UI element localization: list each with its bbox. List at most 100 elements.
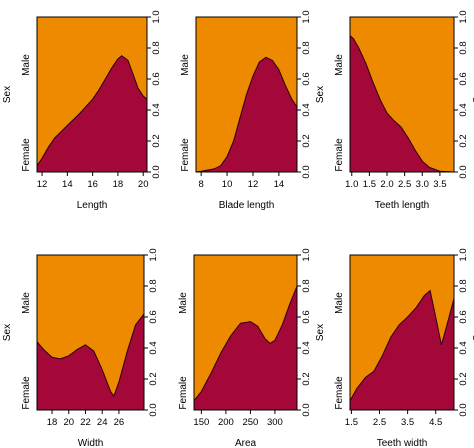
female-category-label: Female (180, 138, 191, 172)
y-tick-label: 0.4 (458, 341, 469, 354)
y-axis-label: Sex (315, 86, 326, 103)
female-category-label: Female (178, 376, 189, 410)
male-category-label: Male (180, 54, 191, 76)
x-tick-label: 200 (218, 417, 234, 428)
female-region (350, 35, 454, 172)
density-boundary-line (349, 35, 455, 173)
y-tick-label: 1.0 (301, 10, 312, 23)
female-region (37, 313, 144, 410)
x-tick-label: 4.5 (429, 417, 442, 428)
female-region (37, 55, 147, 172)
x-axis-label: Teeth width (377, 438, 428, 448)
y-tick-label: 0.0 (148, 403, 159, 416)
y-axis-label: Sex (2, 86, 13, 103)
y-tick-label: 0.2 (458, 134, 469, 147)
x-tick-label: 18 (113, 179, 124, 190)
y-tick-label: 0.0 (458, 403, 469, 416)
y-tick-label: 0.8 (458, 279, 469, 292)
plot-frame (349, 16, 455, 173)
x-tick-label: 2.5 (398, 179, 411, 190)
y-tick-label: 0.6 (301, 72, 312, 85)
x-tick-label: 22 (80, 417, 91, 428)
y-axis-label: Sex (2, 324, 13, 341)
x-tick-label: 8 (199, 179, 204, 190)
density-boundary-line (195, 56, 298, 173)
male-category-label: Male (178, 292, 189, 314)
plot-frame (349, 254, 455, 411)
panel-4: 18 20 22 24 26 Width 0.0 0.2 0.4 0.6 0.8 1.0 Female M… (2, 248, 159, 448)
y-tick-label: 0.0 (151, 165, 162, 178)
female-region (350, 290, 454, 410)
y-tick-label: 0.8 (151, 41, 162, 54)
x-axis-label: Blade length (219, 200, 275, 211)
x-tick-label: 150 (193, 417, 209, 428)
y-tick-label: 0.8 (301, 279, 312, 292)
panel-1: 12 14 16 18 20 Length 0.0 0.2 0.4 0.6 0.8 1.0 Female… (2, 10, 162, 211)
x-tick-label: 12 (248, 179, 259, 190)
x-tick-label: 3.0 (416, 179, 429, 190)
density-boundary-line (36, 313, 145, 398)
x-tick-label: 2.5 (373, 417, 386, 428)
x-tick-label: 300 (267, 417, 283, 428)
y-tick-label: 0.4 (301, 341, 312, 354)
y-tick-label: 0.0 (301, 165, 312, 178)
x-tick-label: 12 (37, 179, 48, 190)
panel-5: 150 200 250 300 Area 0.0 0.2 0.4 0.6 0.8 1.0 Female… (178, 248, 326, 448)
x-tick-label: 14 (274, 179, 285, 190)
plot-frame (195, 16, 298, 173)
male-category-label: Male (21, 292, 32, 314)
y-tick-label: 0.2 (301, 372, 312, 385)
y-tick-label: 1.0 (151, 10, 162, 23)
x-axis-label: Length (77, 200, 108, 211)
y-tick-label: 0.6 (458, 72, 469, 85)
plot-frame (36, 16, 148, 173)
density-boundary-line (36, 55, 148, 167)
y-tick-label: 0.2 (458, 372, 469, 385)
y-tick-label: 0.4 (458, 103, 469, 116)
y-tick-label: 0.6 (301, 310, 312, 323)
y-tick-label: 0.8 (301, 41, 312, 54)
x-axis-label: Width (78, 438, 104, 448)
y-tick-label: 1.0 (148, 248, 159, 261)
x-tick-label: 1.5 (345, 417, 358, 428)
x-tick-label: 16 (87, 179, 98, 190)
male-category-label: Male (21, 54, 32, 76)
y-tick-label: 1.0 (301, 248, 312, 261)
y-tick-label: 0.6 (151, 72, 162, 85)
y-tick-label: 0.4 (148, 341, 159, 354)
x-tick-label: 250 (242, 417, 258, 428)
x-tick-label: 26 (114, 417, 125, 428)
y-axis-label: Sex (315, 324, 326, 341)
panel-2: 8 10 12 14 Blade length 0.0 0.2 0.4 0.6 0.8 1.0 Fem… (180, 10, 326, 211)
y-tick-label: 0.0 (301, 403, 312, 416)
y-axis-label: Sex (472, 86, 474, 103)
y-tick-label: 0.2 (151, 134, 162, 147)
y-axis-label: Sex (472, 324, 474, 341)
y-tick-label: 1.0 (458, 248, 469, 261)
y-tick-label: 0.2 (301, 134, 312, 147)
plot-frame (36, 254, 145, 411)
x-tick-label: 20 (63, 417, 74, 428)
y-tick-label: 0.8 (148, 279, 159, 292)
x-tick-label: 2.0 (380, 179, 393, 190)
x-tick-label: 3.5 (433, 179, 446, 190)
x-tick-label: 3.5 (401, 417, 414, 428)
plot-frame (193, 254, 298, 411)
x-tick-label: 1.0 (345, 179, 358, 190)
x-tick-label: 18 (47, 417, 58, 428)
y-tick-label: 0.2 (148, 372, 159, 385)
x-tick-label: 20 (138, 179, 149, 190)
y-tick-label: 0.0 (458, 165, 469, 178)
male-category-label: Male (334, 54, 345, 76)
male-category-label: Male (334, 292, 345, 314)
x-tick-label: 14 (62, 179, 73, 190)
female-region (194, 286, 297, 410)
x-axis-label: Teeth length (375, 200, 430, 211)
y-tick-label: 0.4 (151, 103, 162, 116)
y-tick-label: 0.4 (301, 103, 312, 116)
density-boundary-line (349, 289, 455, 401)
female-category-label: Female (334, 138, 345, 172)
y-tick-label: 0.6 (458, 310, 469, 323)
